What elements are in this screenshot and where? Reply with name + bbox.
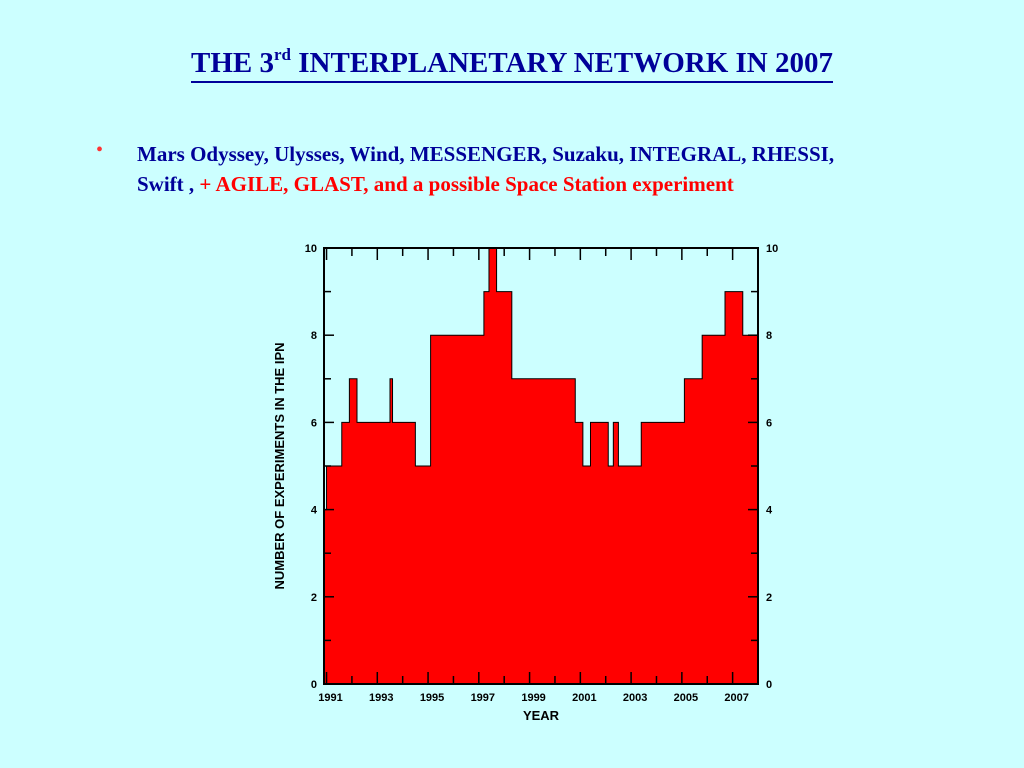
x-tick-label: 2001 bbox=[572, 692, 596, 704]
bullet-line-2-blue: Swift , bbox=[137, 172, 200, 196]
title-part-1: THE 3 bbox=[191, 47, 274, 79]
y-axis-label: NUMBER OF EXPERIMENTS IN THE IPN bbox=[272, 342, 287, 589]
y-tick-labels-left: 0 2 4 6 8 10 bbox=[305, 243, 318, 691]
experiments-area bbox=[323, 247, 759, 685]
x-axis-label: YEAR bbox=[523, 708, 560, 723]
title-part-2: INTERPLANETARY NETWORK IN 2007 bbox=[291, 47, 833, 79]
title-superscript: rd bbox=[274, 45, 291, 64]
x-tick-label: 1999 bbox=[521, 692, 545, 704]
y-tick-label-right: 6 bbox=[766, 417, 772, 429]
y-tick-label-left: 6 bbox=[311, 417, 317, 429]
y-tick-label-left: 10 bbox=[305, 243, 317, 255]
slide-title-text: THE 3rd INTERPLANETARY NETWORK IN 2007 bbox=[191, 46, 833, 83]
y-tick-label-left: 0 bbox=[311, 679, 317, 691]
y-tick-label-right: 4 bbox=[766, 505, 773, 517]
x-tick-label: 1995 bbox=[420, 692, 444, 704]
x-tick-label: 2007 bbox=[724, 692, 748, 704]
y-tick-label-right: 8 bbox=[766, 330, 772, 342]
y-tick-label-right: 2 bbox=[766, 592, 772, 604]
slide-title: THE 3rd INTERPLANETARY NETWORK IN 2007 bbox=[0, 46, 1024, 83]
y-tick-label-left: 8 bbox=[311, 330, 317, 342]
bullet-line-1: Mars Odyssey, Ulysses, Wind, MESSENGER, … bbox=[137, 142, 835, 166]
y-tick-label-right: 10 bbox=[766, 243, 778, 255]
x-tick-label: 2005 bbox=[674, 692, 698, 704]
bullet-text: Mars Odyssey, Ulysses, Wind, MESSENGER, … bbox=[137, 139, 1007, 199]
plot-frame bbox=[323, 247, 759, 685]
x-tick-label: 1991 bbox=[318, 692, 342, 704]
x-tick-label: 2003 bbox=[623, 692, 647, 704]
y-tick-labels-right: 0 2 4 6 8 10 bbox=[766, 243, 778, 691]
y-tick-label-left: 4 bbox=[311, 505, 318, 517]
y-tick-label-right: 0 bbox=[766, 679, 772, 691]
y-tick-label-left: 2 bbox=[311, 592, 317, 604]
bullet-line-2-red: + AGILE, GLAST, and a possible Space Sta… bbox=[199, 172, 734, 196]
bullet-marker: • bbox=[96, 139, 104, 161]
x-tick-label: 1997 bbox=[471, 692, 495, 704]
x-tick-labels: 1991 1993 1995 1997 1999 2001 2003 2005 2007 bbox=[318, 692, 749, 704]
x-tick-label: 1993 bbox=[369, 692, 393, 704]
